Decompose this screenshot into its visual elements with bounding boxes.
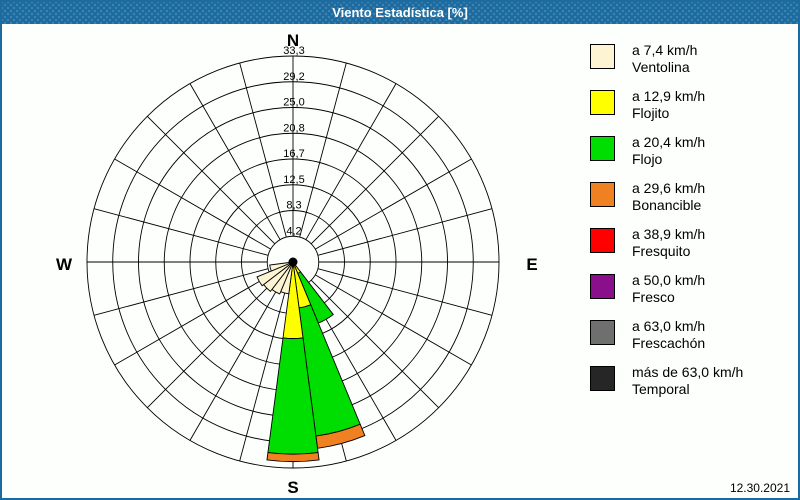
legend-class-name: Temporal <box>632 380 690 397</box>
legend-class-name: Flojo <box>632 150 663 167</box>
date-label: 12.30.2021 <box>729 481 790 495</box>
radial-tick-label: 12,5 <box>283 174 304 186</box>
legend-speed: más de 63,0 km/h <box>632 364 744 380</box>
compass-west: W <box>56 255 73 274</box>
chart-panel: 4,2 8,3 12,5 16,7 20,8 25,0 29,2 33,3 N S W E a 7,4… <box>2 24 798 498</box>
grid-spoke <box>310 279 439 408</box>
legend-item: a 63,0 km/h Frescachón <box>590 318 785 351</box>
legend-class-name: Bonancible <box>632 196 702 213</box>
legend-speed: a 63,0 km/h <box>632 318 706 334</box>
grid-spoke <box>114 274 271 366</box>
legend-swatch <box>590 44 615 69</box>
legend-label: a 7,4 km/h Ventolina <box>632 42 697 75</box>
radial-tick-label: 4,2 <box>286 225 301 237</box>
compass-south: S <box>287 478 298 497</box>
legend-item: a 7,4 km/h Ventolina <box>590 42 785 75</box>
wind-rose-bar-S <box>266 261 320 462</box>
legend-swatch <box>590 366 615 391</box>
legend-speed: a 38,9 km/h <box>632 226 706 242</box>
legend-swatch <box>590 182 615 207</box>
legend-label: a 29,6 km/h Bonancible <box>632 180 705 213</box>
grid-spoke <box>114 158 271 250</box>
radial-tick-label: 8,3 <box>286 200 301 212</box>
legend-item: a 50,0 km/h Fresco <box>590 272 785 305</box>
radial-axis-labels: 4,2 8,3 12,5 16,7 20,8 25,0 29,2 33,3 <box>283 45 304 237</box>
grid-spoke <box>305 83 397 240</box>
legend-swatch <box>590 228 615 253</box>
legend-speed: a 7,4 km/h <box>632 42 698 58</box>
legend-label: a 50,0 km/h Fresco <box>632 272 705 305</box>
radial-tick-label: 33,3 <box>283 45 304 57</box>
center-dot <box>288 257 298 267</box>
wind-rose-bar-WSW <box>256 261 294 287</box>
wind-rose-chart: 4,2 8,3 12,5 16,7 20,8 25,0 29,2 33,3N S W E <box>56 31 538 497</box>
compass-east: E <box>526 255 537 274</box>
window-titlebar[interactable]: Viento Estadística [%] <box>2 2 798 24</box>
legend-label: más de 63,0 km/h Temporal <box>632 364 743 397</box>
legend-label: a 63,0 km/h Frescachón <box>632 318 705 351</box>
legend-swatch <box>590 320 615 345</box>
grid-spoke <box>93 268 269 316</box>
wind-rose-bars <box>256 261 366 462</box>
wind-rose-bar-W-WSW <box>269 261 294 272</box>
radial-tick-label: 16,7 <box>283 148 304 160</box>
legend-speed: a 12,9 km/h <box>632 88 706 104</box>
grid-spoke <box>189 83 281 240</box>
grid-spoke <box>189 284 281 441</box>
legend-item: a 29,6 km/h Bonancible <box>590 180 785 213</box>
legend-class-name: Frescachón <box>632 334 706 351</box>
grid-spoke <box>315 158 472 250</box>
grid-spoke <box>299 62 347 238</box>
compass-labels: N S W E <box>56 31 538 497</box>
grid-spoke <box>315 274 472 366</box>
legend-class-name: Fresquito <box>632 242 691 259</box>
grid-spoke <box>93 208 269 256</box>
radial-tick-label: 25,0 <box>283 97 304 109</box>
legend-item: a 12,9 km/h Flojito <box>590 88 785 121</box>
legend-item: a 20,4 km/h Flojo <box>590 134 785 167</box>
grid-spoke <box>310 116 439 245</box>
legend-label: a 38,9 km/h Fresquito <box>632 226 705 259</box>
radial-tick-label: 20,8 <box>283 122 304 134</box>
grid-spoke <box>239 286 287 462</box>
legend-swatch <box>590 136 615 161</box>
legend-swatch <box>590 90 615 115</box>
legend-speed: a 29,6 km/h <box>632 180 706 196</box>
bar-segment-Bonancible <box>266 452 320 462</box>
window-title: Viento Estadística [%] <box>332 5 468 20</box>
grid-spoke <box>147 116 276 245</box>
compass-north: N <box>287 31 299 50</box>
legend: a 7,4 km/h Ventolina a 12,9 km/h Flojito a 2… <box>590 42 785 410</box>
legend-class-name: Flojito <box>632 104 670 121</box>
legend-class-name: Ventolina <box>632 58 690 75</box>
legend-class-name: Fresco <box>632 288 675 305</box>
grid-spoke <box>317 268 493 316</box>
radial-tick-label: 29,2 <box>283 71 304 83</box>
legend-label: a 20,4 km/h Flojo <box>632 134 705 167</box>
grid-spoke <box>239 62 287 238</box>
legend-item: más de 63,0 km/h Temporal <box>590 364 785 397</box>
legend-swatch <box>590 274 615 299</box>
bar-segment-Ventolina <box>256 261 294 287</box>
legend-speed: a 50,0 km/h <box>632 272 706 288</box>
legend-label: a 12,9 km/h Flojito <box>632 88 705 121</box>
bar-segment-Ventolina <box>269 261 294 272</box>
grid-spoke <box>317 208 493 256</box>
legend-item: a 38,9 km/h Fresquito <box>590 226 785 259</box>
grid-spoke <box>147 279 276 408</box>
legend-speed: a 20,4 km/h <box>632 134 706 150</box>
